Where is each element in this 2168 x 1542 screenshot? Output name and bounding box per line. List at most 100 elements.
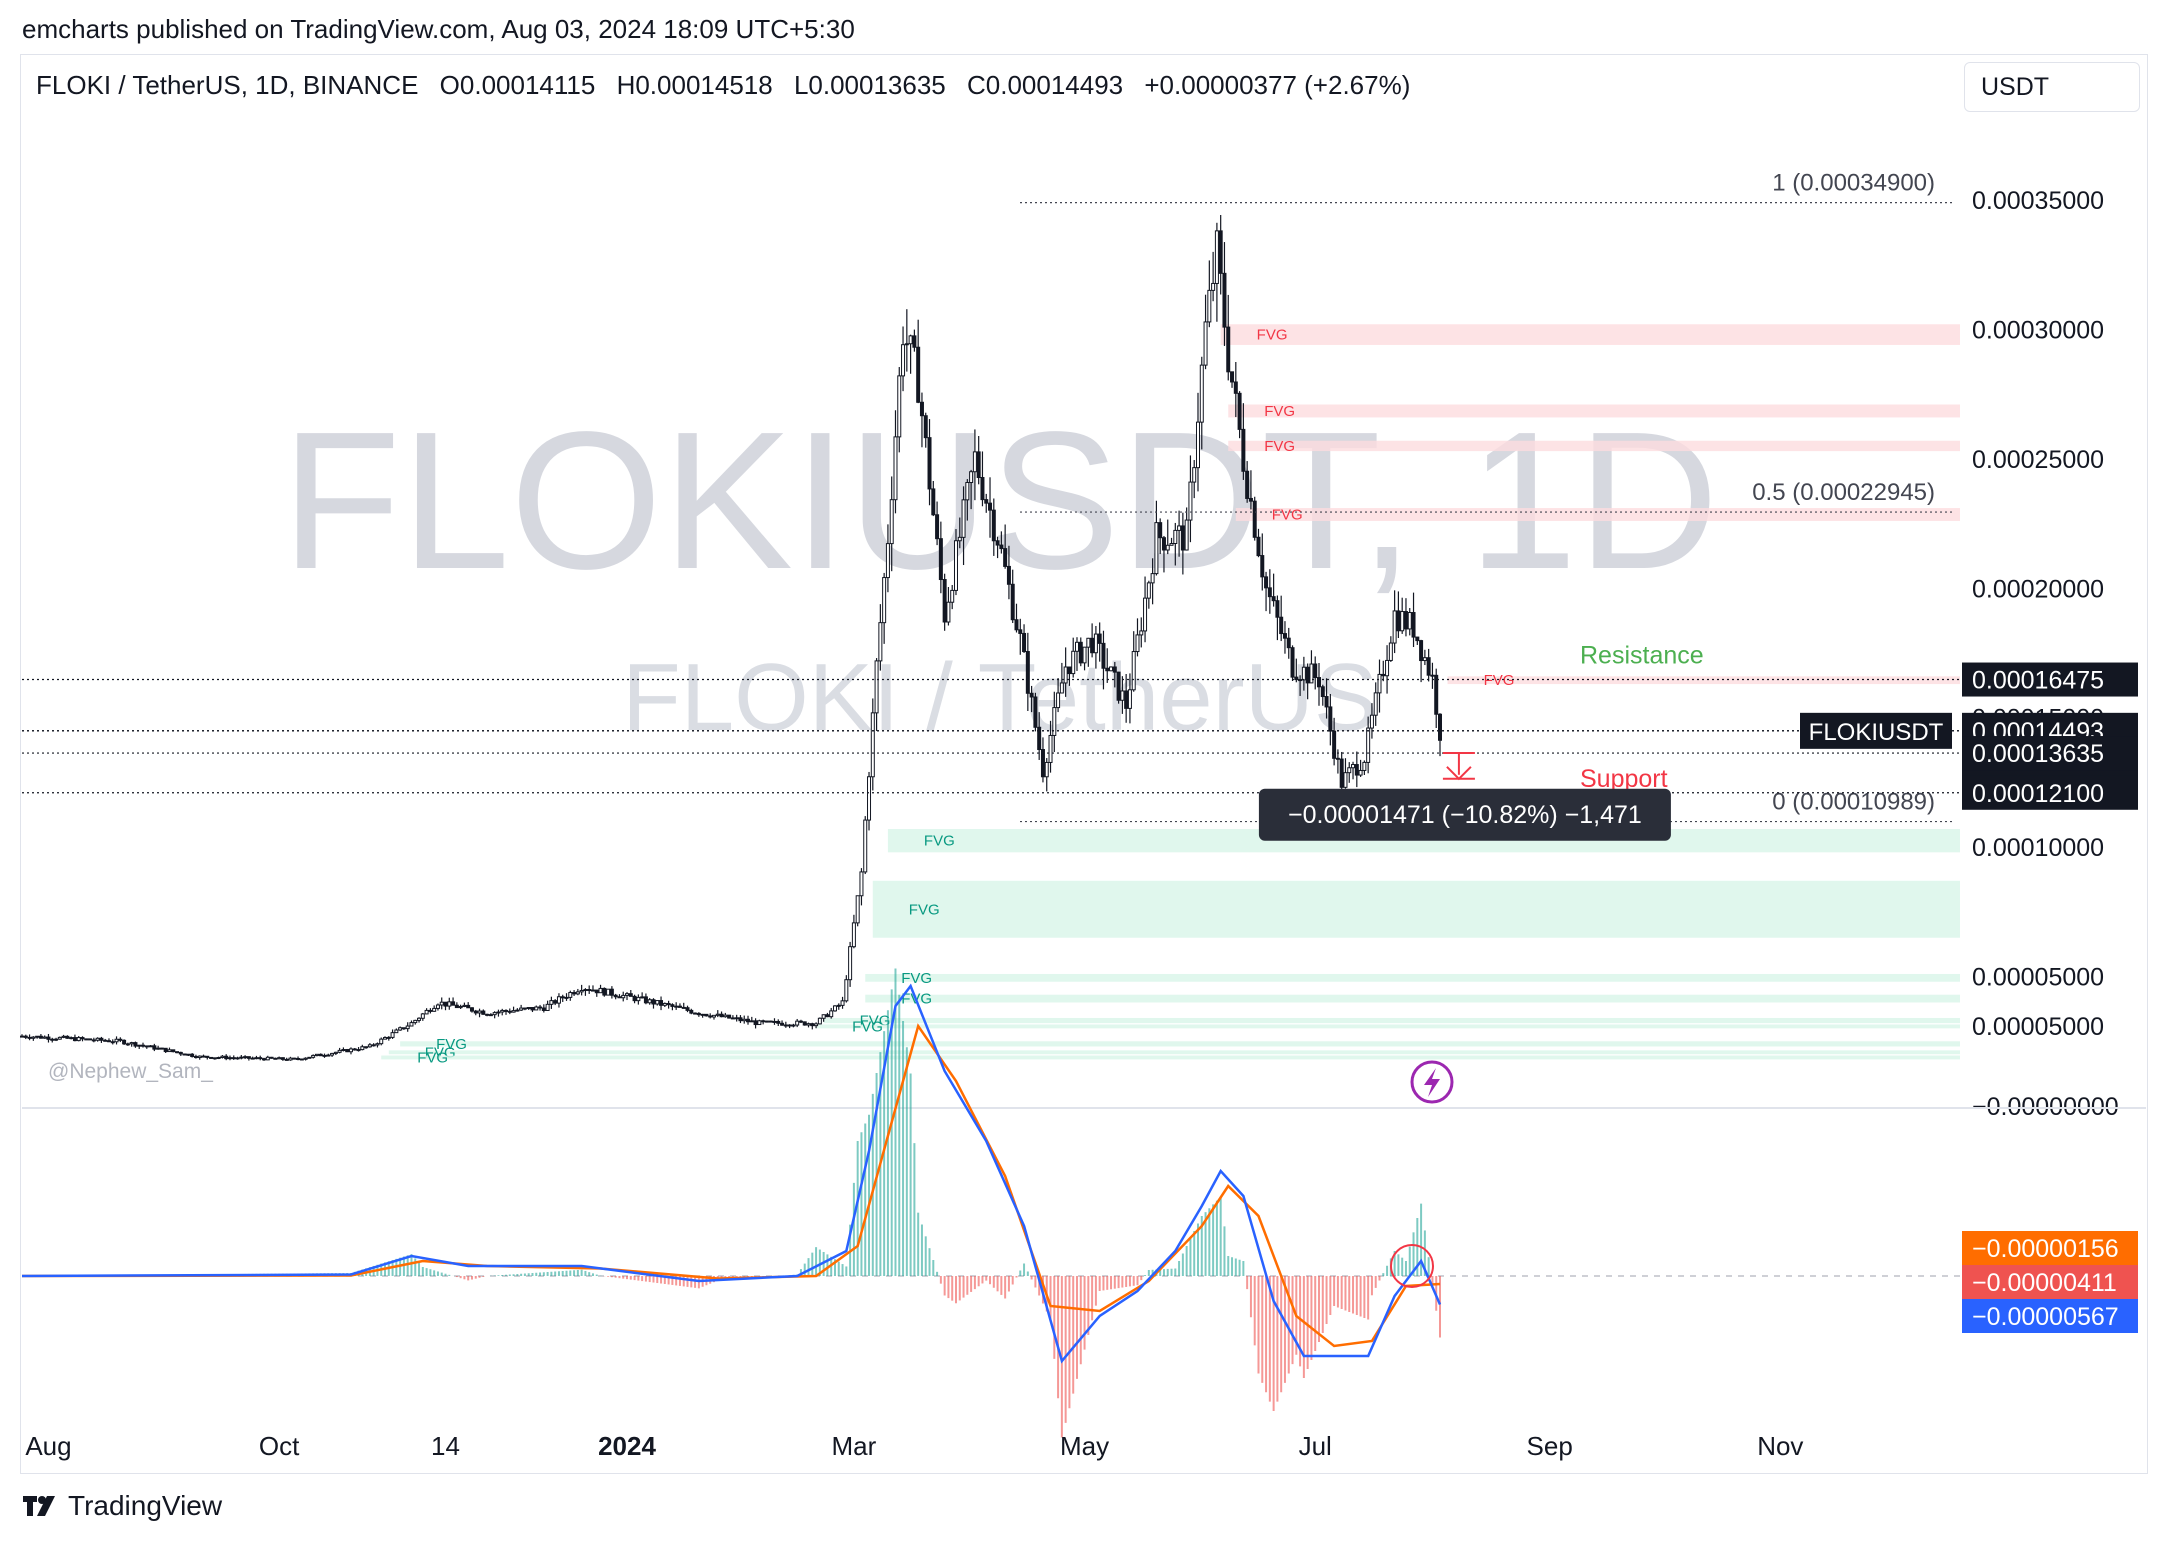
candle-body (1343, 772, 1348, 788)
candle (972, 429, 977, 501)
candle (269, 1056, 274, 1059)
candle (1056, 678, 1061, 713)
candle-body (772, 1020, 777, 1023)
candle (1169, 537, 1174, 546)
candle (1139, 617, 1144, 648)
candle-body (1195, 421, 1200, 469)
candle (708, 1013, 713, 1019)
candle (42, 1035, 47, 1039)
candle-body (1419, 640, 1424, 662)
candle-body (492, 1012, 497, 1016)
currency-button[interactable]: USDT (1964, 62, 2140, 112)
candle (1377, 659, 1382, 713)
candle (46, 1033, 51, 1043)
candle (318, 1053, 323, 1057)
candle (1241, 403, 1246, 480)
support-label: Support (1580, 765, 1668, 793)
candle-body (443, 1001, 448, 1007)
candle-body (1207, 289, 1212, 323)
candle (636, 994, 641, 1005)
candle (795, 1018, 800, 1028)
candle-body (1388, 642, 1393, 661)
fvg-zone (872, 880, 1960, 938)
candle (443, 1001, 448, 1011)
candle-body (1222, 272, 1227, 328)
candle-body (1158, 522, 1163, 539)
candle (848, 941, 853, 987)
candle (1369, 703, 1374, 739)
candle (553, 999, 558, 1006)
candle (696, 1012, 701, 1017)
candle (946, 587, 951, 626)
candle (1320, 684, 1325, 706)
candle (1192, 460, 1197, 499)
candle (746, 1015, 751, 1025)
candle (163, 1047, 168, 1054)
candle (141, 1042, 146, 1048)
candle-body (1165, 544, 1170, 551)
symbol-tag: FLOKIUSDT (1809, 719, 1944, 746)
candle-body (1422, 657, 1427, 662)
candle (1135, 618, 1140, 657)
candle (867, 771, 872, 831)
candle-body (757, 1020, 762, 1026)
candle (1006, 545, 1011, 600)
candle (772, 1018, 777, 1025)
candle (1245, 461, 1250, 503)
time-tick-label: Aug (25, 1431, 71, 1461)
candle-body (292, 1057, 297, 1060)
candle (182, 1053, 187, 1056)
candle (383, 1036, 388, 1040)
candle-body (927, 437, 932, 490)
candle-body (1434, 674, 1439, 715)
candle (783, 1021, 788, 1028)
candle-body (469, 1007, 474, 1012)
tradingview-footer[interactable]: TradingView (22, 1490, 222, 1522)
price-label-bg (1962, 736, 2138, 771)
candle (277, 1056, 282, 1060)
candle (723, 1012, 728, 1018)
candle-body (258, 1057, 263, 1060)
candle (1415, 636, 1420, 645)
candle (882, 572, 887, 644)
candle (730, 1015, 735, 1020)
candle-body (333, 1051, 338, 1054)
candle (1252, 496, 1257, 541)
candle-body (1369, 714, 1374, 729)
price-tick-label: 0.00030000 (1972, 316, 2104, 344)
candle (780, 1020, 785, 1026)
candle-body (224, 1055, 229, 1060)
candle-body (689, 1009, 694, 1014)
candle-body (734, 1017, 739, 1020)
candle (20, 1034, 24, 1038)
candle (1218, 214, 1223, 295)
candle (326, 1053, 331, 1057)
candle-body (606, 988, 611, 996)
candle-body (628, 993, 633, 997)
candle (330, 1052, 335, 1057)
candle-body (1373, 692, 1378, 716)
chart-frame (20, 54, 2148, 1474)
candle-body (1029, 692, 1034, 698)
candle-body (386, 1036, 391, 1039)
candle (375, 1042, 380, 1048)
candle-body (711, 1014, 716, 1018)
candle (1233, 361, 1238, 418)
candle-body (961, 499, 966, 538)
candle-body (1381, 673, 1386, 677)
candle (345, 1048, 350, 1053)
candle (1105, 648, 1110, 683)
candle (1003, 524, 1008, 569)
candle-body (844, 979, 849, 1002)
candle-body (1010, 583, 1015, 621)
candle (1090, 623, 1095, 658)
candle-body (137, 1044, 142, 1047)
measure-tooltip-text: −0.00001471 (−10.82%) −1,471 (1288, 801, 1642, 829)
symbol-legend[interactable]: FLOKI / TetherUS, 1D, BINANCE O0.0001411… (36, 70, 1424, 101)
candle (1022, 624, 1027, 653)
published-caption: emcharts published on TradingView.com, A… (22, 14, 855, 44)
candle-body (1237, 392, 1242, 430)
candle (855, 895, 860, 927)
symbol-name[interactable]: FLOKI / TetherUS, 1D, BINANCE (36, 70, 419, 100)
